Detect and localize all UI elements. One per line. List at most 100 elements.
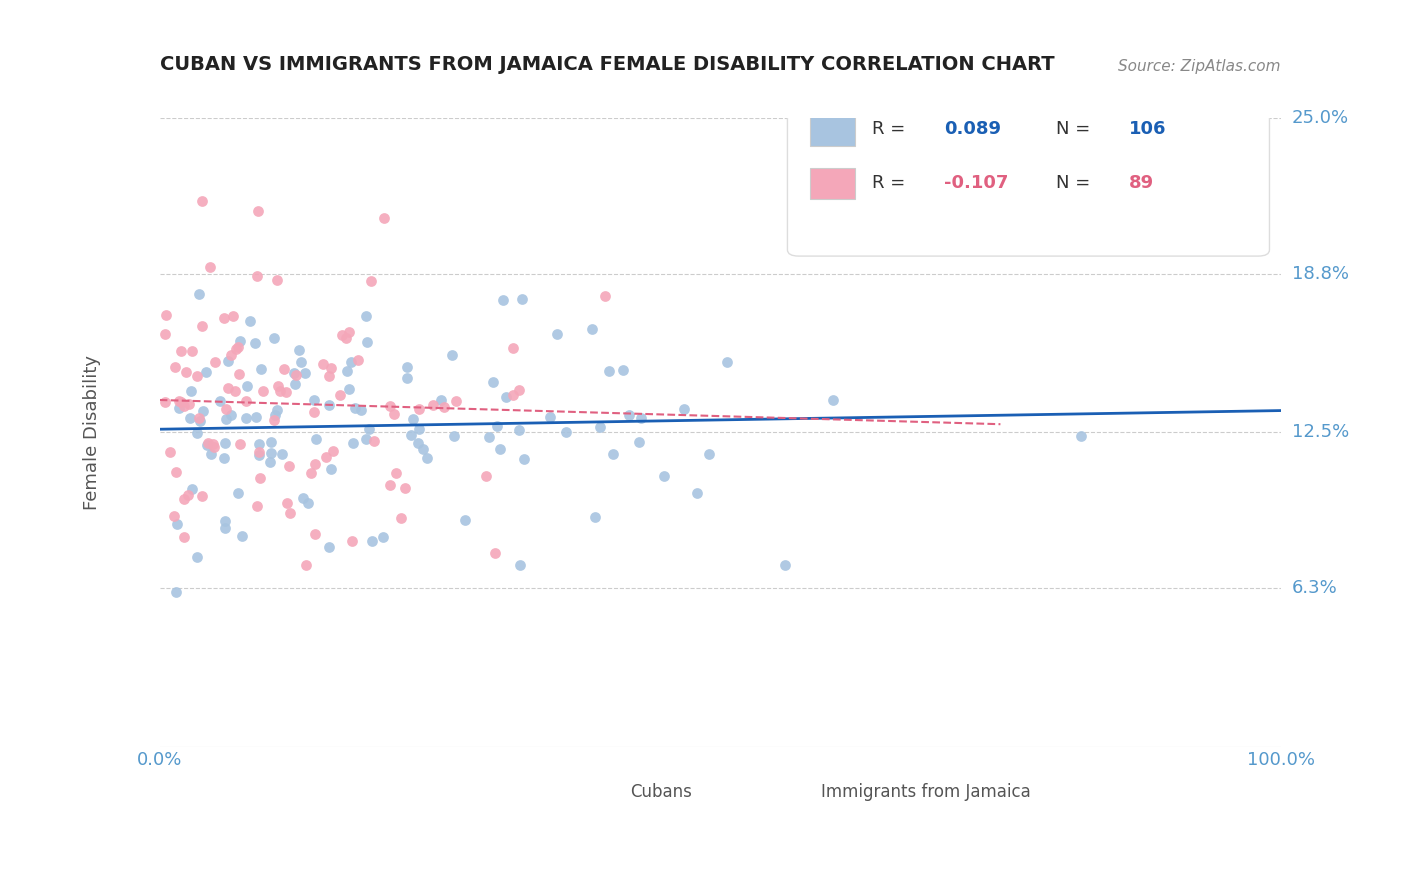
Point (294, 366, 316, 380)
Point (304, 527, 326, 541)
Point (508, 423, 530, 437)
Point (384, 466, 406, 480)
Point (440, 348, 463, 362)
Point (236, 379, 259, 393)
FancyBboxPatch shape (586, 781, 619, 803)
Point (278, 458, 301, 473)
Point (475, 469, 498, 483)
Point (340, 533, 363, 548)
Point (329, 388, 352, 402)
Point (401, 428, 423, 442)
Point (402, 412, 425, 426)
Point (312, 357, 335, 371)
Point (284, 377, 307, 392)
Point (204, 440, 226, 454)
Point (583, 510, 606, 524)
Point (239, 314, 262, 328)
Point (422, 398, 444, 412)
Point (276, 384, 298, 399)
Point (360, 274, 382, 288)
Point (356, 334, 378, 349)
Point (246, 269, 269, 284)
Point (159, 445, 181, 459)
Point (330, 327, 353, 342)
Point (188, 414, 211, 428)
Point (416, 451, 439, 466)
Text: N =: N = (1056, 120, 1097, 138)
Point (630, 411, 652, 425)
Point (612, 363, 634, 377)
Point (443, 429, 465, 443)
Point (408, 402, 430, 417)
Point (247, 437, 270, 451)
Point (673, 402, 696, 417)
Point (335, 331, 357, 345)
Point (217, 353, 239, 368)
Point (269, 384, 291, 398)
Point (371, 530, 394, 544)
Point (304, 457, 326, 471)
Point (181, 482, 204, 496)
Point (167, 401, 190, 415)
Point (188, 411, 211, 425)
Point (287, 343, 309, 358)
Point (340, 355, 363, 369)
Point (508, 383, 530, 397)
Point (155, 395, 177, 409)
Point (593, 289, 616, 303)
Point (382, 407, 405, 421)
Point (186, 550, 208, 565)
Point (273, 362, 295, 376)
Point (155, 309, 177, 323)
Point (173, 399, 195, 413)
Point (305, 432, 328, 446)
FancyBboxPatch shape (776, 781, 810, 803)
Point (319, 361, 342, 376)
Point (478, 430, 501, 444)
Point (617, 408, 640, 422)
Point (260, 446, 283, 460)
Point (186, 425, 208, 440)
Point (502, 388, 524, 402)
Point (509, 558, 531, 573)
Point (174, 365, 197, 379)
Point (337, 326, 360, 340)
Point (197, 438, 219, 452)
Point (247, 448, 270, 462)
Point (485, 418, 508, 433)
Point (285, 368, 308, 383)
Point (226, 340, 249, 354)
Point (198, 260, 221, 274)
Point (214, 515, 236, 529)
Point (271, 448, 294, 462)
Point (191, 194, 214, 209)
Point (363, 434, 385, 449)
Point (212, 450, 235, 465)
Point (495, 390, 517, 404)
Point (342, 436, 364, 450)
Point (354, 432, 377, 446)
Point (215, 402, 238, 417)
Point (235, 394, 257, 409)
Point (226, 485, 249, 500)
Point (245, 409, 267, 424)
Text: 12.5%: 12.5% (1292, 423, 1350, 442)
Point (264, 409, 287, 423)
Point (406, 436, 429, 450)
Point (180, 344, 202, 359)
Point (821, 392, 844, 407)
Point (165, 359, 187, 374)
Point (335, 364, 357, 378)
Point (266, 402, 288, 417)
Point (343, 401, 366, 415)
Point (322, 444, 344, 458)
Point (179, 411, 201, 425)
Point (208, 393, 231, 408)
Point (347, 352, 370, 367)
Point (204, 355, 226, 369)
Text: 89: 89 (1129, 174, 1154, 192)
Text: Cubans: Cubans (630, 783, 692, 801)
Point (354, 309, 377, 323)
Point (555, 425, 578, 439)
Point (302, 393, 325, 408)
